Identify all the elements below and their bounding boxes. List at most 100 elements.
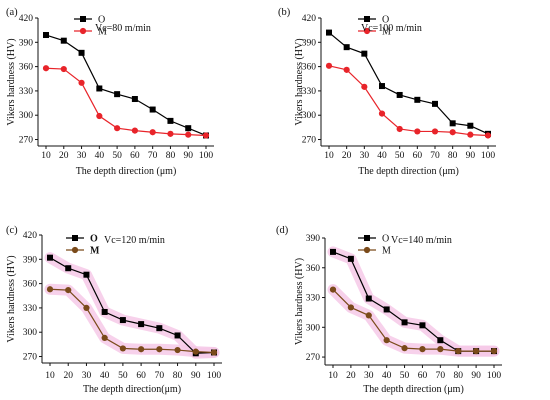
series-line-M <box>49 288 215 354</box>
highlight-band <box>327 246 500 357</box>
y-tick-label: 360 <box>23 280 38 290</box>
x-axis-label: The depth direction (μm) <box>76 166 177 177</box>
data-point-M <box>65 286 72 294</box>
data-point-O <box>65 265 72 272</box>
highlight-band <box>44 252 220 359</box>
y-tick-label: 330 <box>19 87 34 97</box>
series-line-M <box>45 67 207 137</box>
data-point-O <box>365 295 372 302</box>
data-point-M <box>156 346 163 353</box>
data-point-M <box>46 286 54 293</box>
data-point-O <box>432 100 438 107</box>
panel-label: (a) <box>6 7 18 18</box>
data-point-M <box>42 65 50 72</box>
chart-panel-d: 270 300 330 360 390 10 20 30 40 50 60 70 80 90 100 OMVc… <box>276 225 502 395</box>
series-line-M <box>332 289 494 352</box>
data-point-O <box>114 91 121 98</box>
data-point-M <box>383 337 390 344</box>
x-tick-label: 60 <box>130 151 140 161</box>
y-tick-label: 390 <box>23 255 38 265</box>
y-tick-label: 300 <box>306 323 321 333</box>
data-point-O <box>467 122 474 129</box>
x-tick-label: 40 <box>95 151 105 161</box>
data-point-M <box>202 132 210 139</box>
data-point-M <box>484 132 492 139</box>
data-point-M <box>83 304 90 312</box>
y-tick-label: 330 <box>23 304 38 314</box>
data-point-M <box>329 286 337 293</box>
legend-marker <box>364 16 370 22</box>
data-point-O <box>119 317 126 324</box>
y-axis-label: Vikers hardness (HV) <box>6 255 17 342</box>
legend-entry-M: M <box>382 246 391 257</box>
panel-label: (d) <box>276 225 289 236</box>
x-tick-label: 50 <box>112 151 122 161</box>
x-tick-label: 10 <box>45 371 55 381</box>
x-tick-label: 20 <box>59 151 69 161</box>
data-point-O <box>78 49 85 56</box>
data-point-O <box>343 44 350 51</box>
x-tick-label: 60 <box>136 371 146 381</box>
condition-label: Vc=80 m/min <box>95 23 151 34</box>
x-tick-label: 100 <box>199 151 214 161</box>
legend-entry-M: M <box>98 27 107 38</box>
x-tick-label: 80 <box>448 151 458 161</box>
data-point-M <box>347 304 354 311</box>
y-tick-label: 270 <box>23 353 38 363</box>
condition-label: Vc=120 m/min <box>104 235 165 246</box>
legend-marker <box>80 16 86 22</box>
legend-marker <box>363 246 371 254</box>
series-line-M <box>328 65 489 137</box>
x-axis-label: The depth direction (μm) <box>358 166 459 177</box>
series-line-O <box>328 32 489 135</box>
x-tick-label: 60 <box>413 151 423 161</box>
chart-panel-b: 270 300 330 360 390 420 10 20 30 40 50 60 70 80 90 100 O… <box>278 7 496 177</box>
data-point-M <box>455 348 462 355</box>
y-tick-label: 390 <box>306 234 321 244</box>
data-point-O <box>174 332 181 339</box>
data-point-M <box>361 83 368 90</box>
data-point-O <box>361 50 368 57</box>
y-axis-label: Vikers hardness (HV) <box>6 38 17 125</box>
x-tick-label: 50 <box>118 371 128 381</box>
data-point-M <box>167 130 174 137</box>
x-tick-label: 10 <box>328 371 338 381</box>
data-point-M <box>114 125 121 132</box>
condition-label: Vc=100 m/min <box>361 23 422 34</box>
x-tick-label: 90 <box>471 371 481 381</box>
legend-entry-M: M <box>90 246 100 257</box>
data-point-M <box>96 112 103 120</box>
legend-entry-O: O <box>98 15 105 26</box>
y-tick-label: 360 <box>302 63 317 73</box>
legend-entry-O: O <box>382 234 389 245</box>
x-tick-label: 70 <box>148 151 158 161</box>
data-point-O <box>396 91 403 98</box>
x-axis-label: The depth direction(μm) <box>83 384 181 395</box>
x-tick-label: 50 <box>395 151 405 161</box>
data-point-O <box>60 37 67 44</box>
chart-panel-c: 270 300 330 360 390 420 10 20 30 40 50 60 70 80 90 100 O… <box>6 225 222 395</box>
data-point-M <box>473 348 480 355</box>
data-point-M <box>467 131 474 138</box>
legend-entry-O: O <box>382 15 389 26</box>
x-tick-label: 40 <box>382 371 392 381</box>
data-point-O <box>347 255 354 262</box>
x-tick-label: 30 <box>360 151 370 161</box>
x-tick-label: 70 <box>430 151 440 161</box>
data-point-M <box>174 346 181 354</box>
data-point-O <box>330 248 336 255</box>
x-tick-label: 90 <box>183 151 193 161</box>
y-tick-label: 300 <box>302 111 317 121</box>
y-tick-label: 420 <box>19 14 34 24</box>
data-point-O <box>43 32 49 39</box>
x-tick-label: 30 <box>364 371 374 381</box>
data-point-M <box>185 131 192 138</box>
data-point-M <box>138 346 145 353</box>
data-point-O <box>437 337 444 344</box>
x-tick-label: 20 <box>342 151 352 161</box>
data-point-O <box>383 306 390 313</box>
data-point-O <box>156 325 163 332</box>
data-point-M <box>210 349 218 356</box>
y-tick-label: 390 <box>302 38 317 48</box>
